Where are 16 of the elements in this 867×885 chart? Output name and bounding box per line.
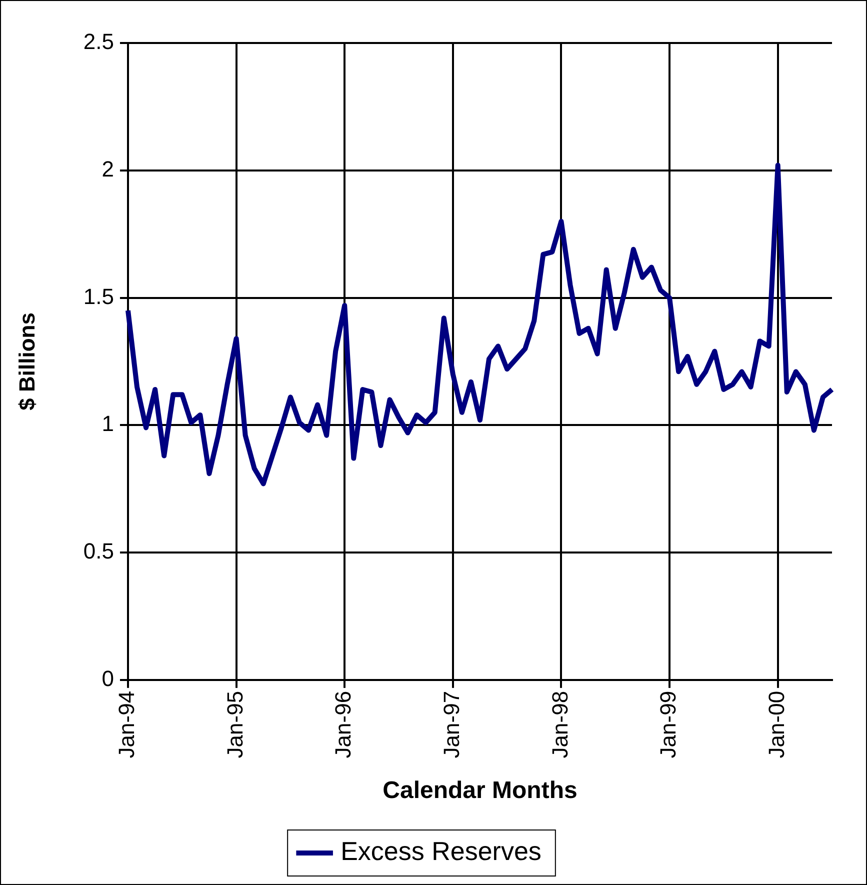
legend-label: Excess Reserves: [340, 836, 542, 866]
y-tick-label: 1.5: [83, 284, 114, 309]
y-tick-label: 2.5: [83, 29, 114, 54]
x-tick-label: Jan-99: [656, 690, 681, 758]
x-axis-title: Calendar Months: [382, 777, 578, 804]
x-tick-label: Jan-98: [547, 690, 572, 758]
x-tick-label: Jan-95: [222, 690, 248, 758]
y-tick-label: 1: [102, 411, 114, 436]
x-tick-label: Jan-97: [438, 690, 464, 758]
y-tick-label: 0: [102, 666, 114, 691]
y-axis-title: $ Billions: [14, 312, 40, 410]
y-tick-label: 0.5: [83, 538, 114, 564]
x-tick-label: Jan-96: [330, 690, 356, 758]
y-tick-label: 2: [102, 156, 114, 182]
x-tick-label: Jan-00: [764, 690, 789, 758]
x-tick-label: Jan-94: [114, 690, 140, 758]
